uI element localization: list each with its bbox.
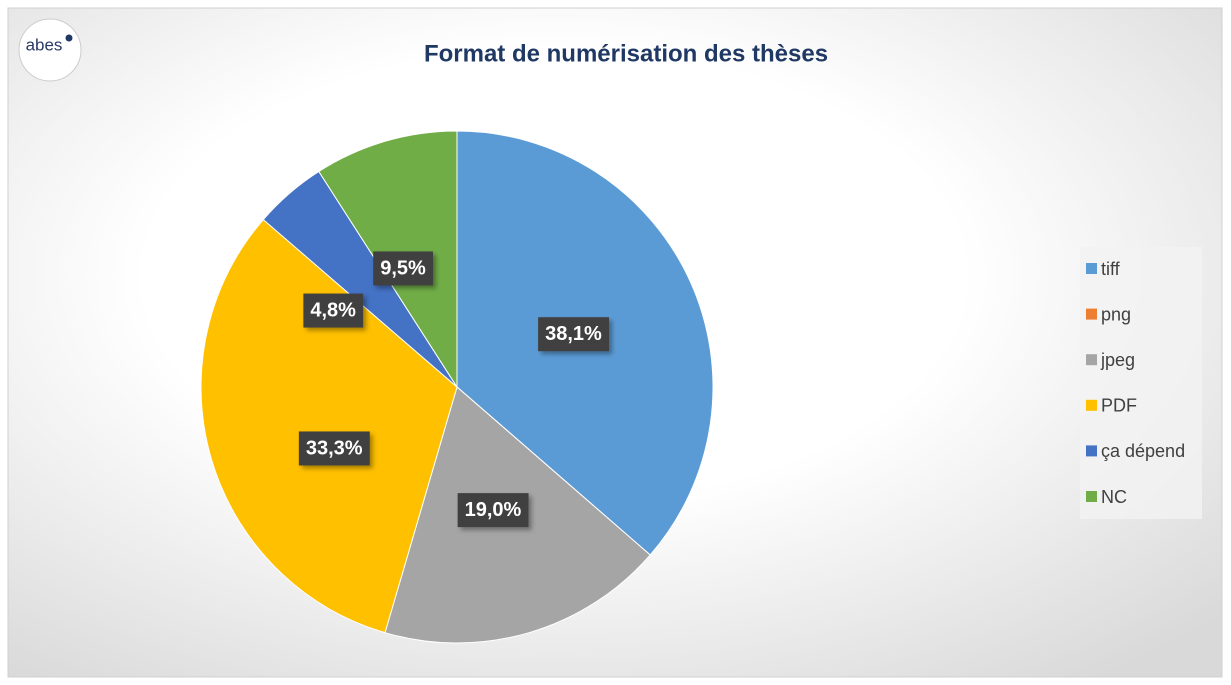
data-label-box <box>538 317 610 352</box>
data-label: 38,1% <box>538 317 610 352</box>
data-label-box <box>457 493 529 528</box>
legend-box <box>1080 247 1202 519</box>
legend-swatch <box>1086 354 1097 366</box>
data-label-text: 38,1% <box>545 323 602 345</box>
legend-swatch <box>1086 445 1097 457</box>
data-label-box <box>303 293 364 328</box>
data-label: 19,0% <box>457 493 529 528</box>
logo-circle <box>18 18 82 82</box>
data-label-text: 19,0% <box>465 499 522 521</box>
legend-swatch <box>1086 263 1097 274</box>
data-label-box <box>373 251 434 286</box>
legend-swatch <box>1086 399 1097 411</box>
data-label: 33,3% <box>298 431 370 466</box>
chart-title: Format de numérisation des thèses <box>424 40 828 67</box>
legend-label: ça dépend <box>1101 441 1185 461</box>
legend-label: tiff <box>1101 259 1121 279</box>
data-label-text: 4,8% <box>310 300 356 322</box>
data-label-text: 9,5% <box>380 257 426 279</box>
logo-dot <box>65 34 73 42</box>
data-label-box <box>298 431 370 466</box>
legend-swatch <box>1086 491 1097 502</box>
legend-label: png <box>1101 304 1131 324</box>
data-label-text: 33,3% <box>306 437 363 459</box>
data-label: 4,8% <box>303 293 364 328</box>
legend-label: jpeg <box>1100 350 1135 370</box>
legend-label: NC <box>1101 487 1127 507</box>
pie-slice <box>200 218 458 634</box>
legend-swatch <box>1086 308 1097 320</box>
data-label: 9,5% <box>373 251 434 286</box>
logo: abes <box>26 35 63 54</box>
legend-label: PDF <box>1101 396 1137 416</box>
